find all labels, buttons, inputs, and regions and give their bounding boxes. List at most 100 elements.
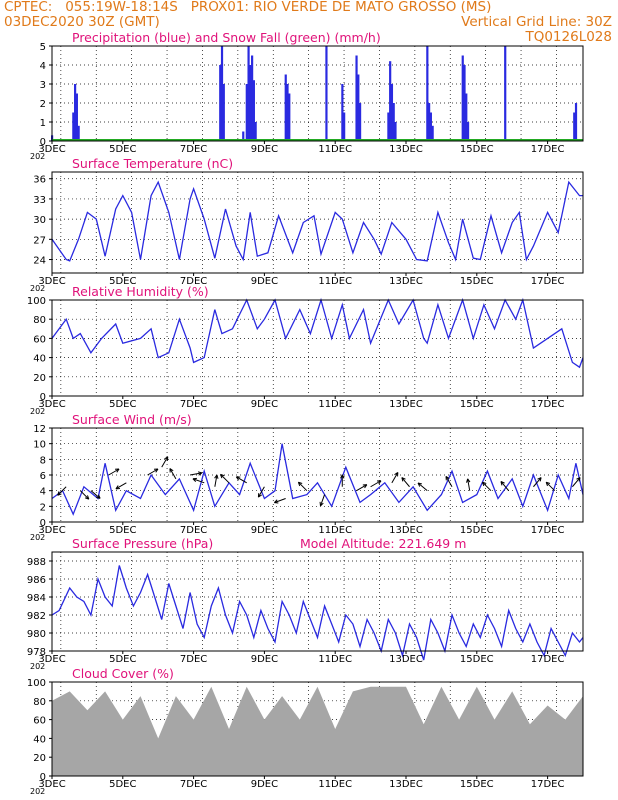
y-tick-label: 4: [40, 61, 46, 72]
wind-vector-head: [401, 477, 406, 482]
x-tick-label: 15DEC: [460, 654, 494, 665]
y-tick-label: 2: [40, 99, 46, 110]
y-tick-label: 982: [27, 611, 46, 622]
y-tick-label: 4: [40, 487, 46, 498]
precip-bar: [247, 46, 250, 141]
wind-vector-head: [319, 501, 324, 507]
y-tick-label: 40: [33, 354, 46, 365]
y-tick-label: 978: [27, 647, 46, 658]
wind-vector: [356, 484, 368, 492]
x-year-label: 202: [30, 407, 45, 416]
wind-vector-head: [257, 493, 262, 498]
wind-vector-head: [197, 471, 203, 476]
wind-vector-head: [153, 468, 159, 473]
wind-vector: [147, 468, 159, 476]
precip-bar: [431, 125, 434, 141]
series-line: [51, 180, 583, 262]
y-tick-label: 0: [40, 392, 46, 403]
wind-vector-head: [445, 475, 450, 481]
y-tick-label: 60: [33, 716, 46, 727]
panel-4: [49, 427, 584, 525]
precip-bar: [389, 61, 392, 142]
y-tick-label: 8: [40, 455, 46, 466]
x-tick-label: 13DEC: [389, 525, 423, 536]
precip-bar: [426, 46, 429, 141]
wind-vector-head: [545, 481, 551, 487]
header-date: 03DEC2020 30Z (GMT): [4, 14, 160, 30]
header-vertical-grid-note: Vertical Grid Line: 30Z: [461, 14, 612, 30]
precip-bar: [387, 112, 390, 141]
precip-bar: [463, 65, 466, 141]
x-tick-label: 17DEC: [531, 525, 565, 536]
x-tick-label: 5DEC: [109, 525, 136, 536]
wind-vector: [257, 486, 265, 498]
y-tick-label: 0: [40, 518, 46, 529]
panel-3: [49, 297, 584, 399]
y-tick-label: 36: [33, 175, 46, 186]
y-tick-label: 2: [40, 502, 46, 513]
x-tick-label: 15DEC: [460, 525, 494, 536]
panel-title: Surface Pressure (hPa): [72, 536, 213, 551]
x-tick-label: 11DEC: [318, 779, 352, 790]
x-year-label: 202: [30, 533, 45, 542]
wind-vector-head: [169, 468, 174, 473]
wind-vector-head: [214, 474, 219, 479]
wind-vector: [115, 482, 127, 490]
x-tick-label: 13DEC: [389, 779, 423, 790]
precip-bar: [429, 112, 432, 141]
panel-frame: [51, 299, 584, 397]
wind-vector-head: [235, 476, 241, 481]
x-tick-label: 13DEC: [389, 276, 423, 287]
y-tick-label: 100: [27, 296, 46, 307]
x-tick-label: 17DEC: [531, 779, 565, 790]
precip-bar: [341, 84, 344, 141]
x-tick-label: 17DEC: [531, 654, 565, 665]
header-model-code: TQ0126L028: [525, 29, 612, 45]
x-tick-label: 7DEC: [180, 525, 207, 536]
wind-vector: [220, 473, 230, 484]
x-tick-label: 7DEC: [180, 654, 207, 665]
wind-vector: [236, 476, 247, 484]
x-tick-label: 3DEC: [38, 525, 65, 536]
x-tick-label: 9DEC: [251, 399, 278, 410]
y-tick-label: 10: [33, 440, 46, 451]
panel-2: [49, 171, 584, 276]
wind-vector: [417, 482, 428, 492]
precip-bar: [242, 131, 245, 141]
x-tick-label: 17DEC: [531, 276, 565, 287]
y-tick-label: 33: [33, 195, 46, 206]
wind-vector: [161, 456, 169, 468]
x-tick-label: 5DEC: [109, 399, 136, 410]
panel-frame: [51, 45, 584, 142]
wind-vector-head: [84, 495, 90, 500]
wind-vector-head: [57, 491, 62, 496]
wind-vector: [370, 480, 382, 488]
y-tick-label: 1: [40, 118, 46, 129]
wind-vector: [108, 468, 120, 476]
precip-bar: [358, 103, 362, 141]
y-tick-label: 6: [40, 471, 46, 482]
precip-bar: [325, 46, 328, 141]
wind-vector-head: [537, 477, 542, 482]
x-tick-label: 11DEC: [318, 144, 352, 155]
precip-bar: [220, 46, 224, 141]
precip-bar: [222, 84, 225, 141]
x-tick-label: 11DEC: [318, 276, 352, 287]
wind-vector: [169, 468, 177, 480]
x-tick-label: 5DEC: [109, 654, 136, 665]
series-line: [51, 443, 584, 516]
y-tick-label: 80: [33, 697, 46, 708]
precip-bar: [392, 103, 395, 141]
precip-bar: [252, 80, 255, 141]
precip-bar: [72, 112, 75, 141]
x-tick-label: 17DEC: [531, 144, 565, 155]
x-tick-label: 13DEC: [389, 399, 423, 410]
x-year-label: 202: [30, 787, 45, 796]
x-tick-label: 9DEC: [251, 144, 278, 155]
y-tick-label: 986: [27, 575, 46, 586]
x-tick-label: 15DEC: [460, 779, 494, 790]
header-station-line: CPTEC: 055:19W-18:14S PROX01: RIO VERDE …: [4, 0, 492, 15]
x-tick-label: 7DEC: [180, 276, 207, 287]
y-tick-label: 60: [33, 334, 46, 345]
wind-vector: [482, 481, 492, 492]
